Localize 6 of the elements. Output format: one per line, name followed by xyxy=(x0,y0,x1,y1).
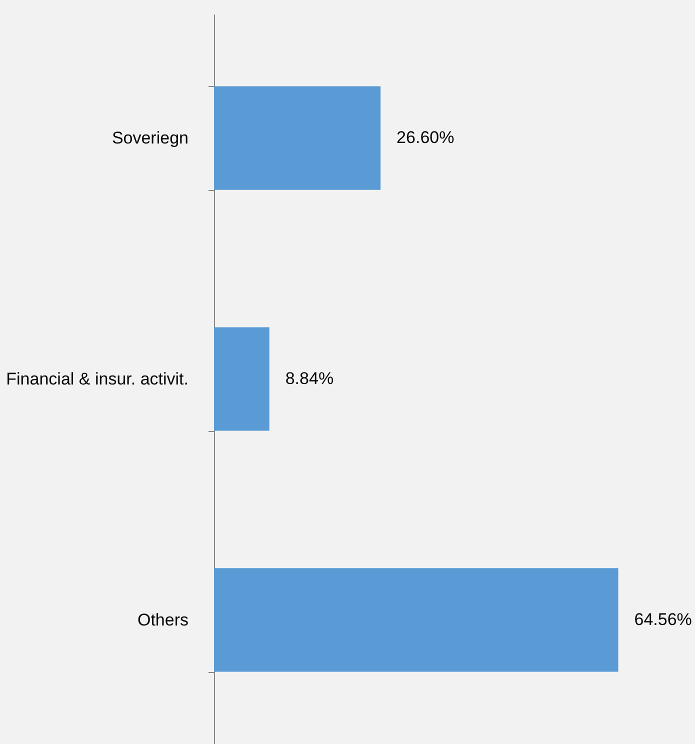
y-tick-label: Financial & insur. activit. xyxy=(6,370,188,388)
y-tick-label: Soveriegn xyxy=(112,128,188,148)
data-label: 26.60% xyxy=(396,128,454,148)
data-label: 64.56% xyxy=(634,610,692,629)
y-tick-label: Others xyxy=(137,610,188,630)
data-label: 8.84% xyxy=(285,369,334,388)
